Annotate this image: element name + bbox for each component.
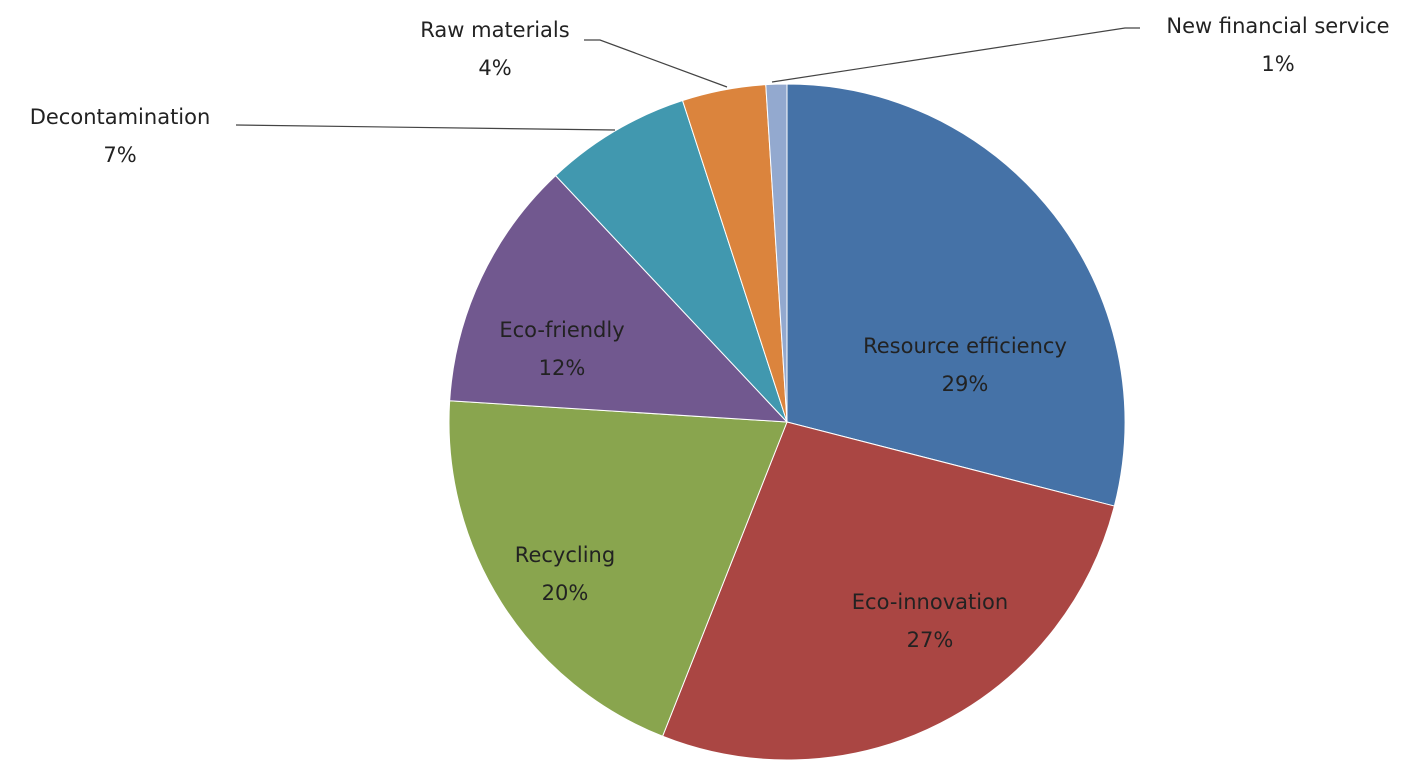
value-label: 7% [103, 143, 136, 167]
pie-slice [765, 83, 788, 423]
category-label: Eco-innovation [852, 590, 1008, 614]
value-label: 20% [542, 581, 589, 605]
leader-line [235, 124, 616, 131]
pie-slice [786, 83, 1126, 507]
leader-line [584, 39, 728, 88]
pie-slice [448, 400, 788, 737]
value-label: 4% [478, 56, 511, 80]
category-label: Recycling [515, 543, 615, 567]
pie-slice [661, 421, 1115, 761]
leader-line [771, 27, 1140, 83]
category-label: Raw materials [420, 18, 569, 42]
value-label: 29% [942, 372, 989, 396]
value-label: 27% [907, 628, 954, 652]
value-label: 12% [539, 356, 586, 380]
value-label: 1% [1261, 52, 1294, 76]
category-label: New financial service [1166, 14, 1389, 38]
category-label: Resource efficiency [863, 334, 1067, 358]
category-label: Decontamination [30, 105, 211, 129]
category-label: Eco-friendly [499, 318, 624, 342]
pie-slice [449, 174, 789, 423]
pie-slice [554, 99, 788, 423]
